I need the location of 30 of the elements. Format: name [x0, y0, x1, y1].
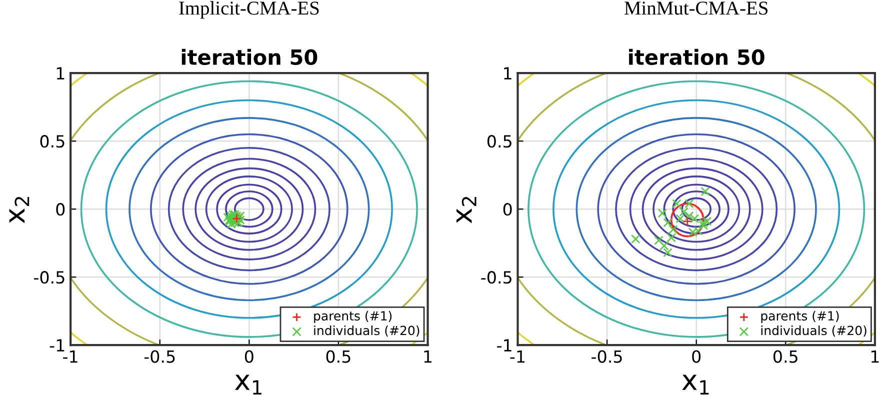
- x-tick-label: 0.5: [773, 350, 798, 363]
- y-tick-label: 1: [56, 67, 64, 80]
- chart-subtitle: iteration 50: [182, 48, 318, 66]
- x-tick-label: 0.5: [326, 350, 350, 363]
- x-tick-label: 0: [692, 350, 701, 363]
- x-tick-label: 1: [424, 350, 432, 363]
- x-tick-label: -0.5: [144, 350, 175, 363]
- y-tick-label: -1: [50, 339, 64, 352]
- legend-label: individuals (#20): [761, 326, 866, 337]
- x-tick-label: -0.5: [592, 350, 622, 363]
- chart-title: MinMut-CMA-ES: [624, 2, 768, 15]
- y-tick-label: 0: [56, 203, 65, 216]
- legend-label: individuals (#20): [314, 326, 420, 337]
- y-tick-label: -1: [497, 339, 512, 352]
- x-tick-label: 0: [244, 350, 254, 363]
- y-tick-label: 1: [504, 67, 512, 80]
- chart-subtitle: iteration 50: [629, 48, 764, 66]
- x-axis-title: x$_{1}$: [234, 374, 262, 394]
- y-tick-label: 0: [503, 203, 512, 216]
- legend-label: parents (#1): [314, 310, 392, 323]
- y-tick-label: -0.5: [34, 271, 64, 284]
- y-tick-label: -0.5: [481, 271, 512, 284]
- chart-title: Implicit-CMA-ES: [179, 1, 319, 19]
- x-axis-title: x$_{1}$: [682, 374, 709, 394]
- y-tick-label: 0.5: [487, 135, 512, 148]
- legend-label: parents (#1): [761, 310, 839, 323]
- y-axis-title: x$_{2}$: [9, 196, 30, 224]
- x-tick-label: 1: [871, 350, 879, 363]
- y-axis-title: x$_{2}$: [456, 196, 476, 224]
- y-tick-label: 0.5: [40, 135, 64, 148]
